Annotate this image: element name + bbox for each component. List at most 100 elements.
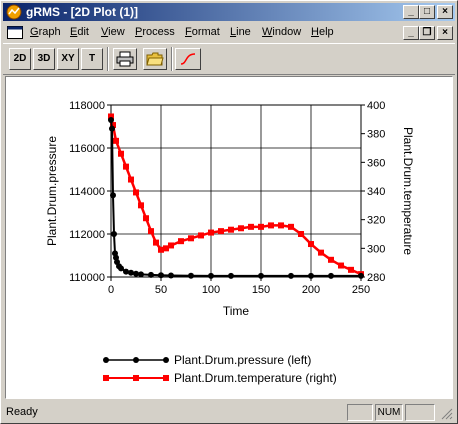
x-axis-label: Time	[223, 304, 250, 318]
pressure-point	[128, 269, 134, 276]
temperature-point	[143, 215, 149, 222]
toolbar: 2D 3D XY T	[3, 43, 455, 75]
status-num: NUM	[375, 404, 403, 421]
temperature-point	[318, 249, 324, 256]
pressure-point	[111, 231, 117, 237]
menu-process[interactable]: Process	[135, 26, 175, 38]
grms-app-icon	[6, 4, 22, 20]
chart[interactable]: 0 50 100 150 200 250 110000 112000 114000 116000 1…	[6, 77, 452, 398]
pressure-point	[168, 272, 174, 279]
print-button[interactable]	[113, 48, 137, 70]
xy-button[interactable]: XY	[57, 48, 79, 70]
x-tick-label: 150	[252, 284, 270, 296]
temperature-point	[148, 228, 154, 235]
pressure-point	[108, 117, 114, 124]
temperature-point	[348, 266, 354, 273]
document-icon[interactable]	[7, 26, 23, 39]
pressure-point	[123, 268, 129, 275]
resize-grip-icon[interactable]	[441, 408, 453, 420]
y-left-tick-label: 114000	[69, 186, 105, 198]
temperature-point	[138, 202, 144, 209]
open-folder-icon	[146, 52, 164, 66]
legend-pressure-marker	[103, 357, 109, 363]
temperature-point	[338, 262, 344, 269]
menu-bar: Graph Edit View Process Format Line Wind…	[3, 23, 455, 42]
menu-graph[interactable]: Graph	[30, 26, 61, 38]
y-left-tick-label: 112000	[69, 229, 105, 241]
x-tick-label: 100	[202, 284, 220, 296]
y-right-tick-label: 280	[367, 272, 385, 284]
x-tick-label: 0	[108, 284, 114, 296]
menu-window[interactable]: Window	[262, 26, 302, 38]
temperature-point	[298, 231, 304, 237]
temperature-point	[118, 150, 124, 157]
plot-area[interactable]: 0 50 100 150 200 250 110000 112000 114000 116000 1…	[5, 76, 453, 399]
temperature-point	[258, 223, 264, 230]
menu-help[interactable]: Help	[311, 26, 334, 38]
temperature-point	[163, 245, 169, 252]
temperature-point	[248, 223, 254, 230]
menu-format[interactable]: Format	[185, 26, 220, 38]
temperature-point	[218, 228, 224, 235]
x-tick-label: 250	[352, 284, 370, 296]
curve-button[interactable]	[175, 48, 201, 70]
legend-pressure-marker	[133, 357, 139, 363]
minimize-button[interactable]: _	[403, 5, 419, 19]
y-right-tick-label: 380	[367, 129, 385, 141]
temperature-point	[278, 222, 284, 229]
status-bar: Ready NUM	[3, 402, 455, 422]
open-button[interactable]	[143, 48, 167, 70]
menu-view[interactable]: View	[101, 26, 125, 38]
status-pane-blank	[347, 404, 373, 421]
legend-pressure-label: Plant.Drum.pressure (left)	[174, 353, 311, 367]
title-bar[interactable]: gRMS - [2D Plot (1)] _ □ ×	[3, 3, 455, 21]
y-right-tick-label: 400	[367, 100, 385, 112]
temperature-point	[153, 239, 159, 246]
3d-button[interactable]: 3D	[33, 48, 55, 70]
pressure-point	[188, 272, 194, 279]
2d-button[interactable]: 2D	[9, 48, 31, 70]
y-right-axis-label: Plant.Drum.temperature	[401, 127, 415, 255]
printer-icon	[116, 51, 134, 67]
t-button[interactable]: T	[81, 48, 103, 70]
x-tick-label: 50	[155, 284, 167, 296]
mdi-minimize-button[interactable]: _	[403, 26, 419, 40]
legend-temperature-marker	[133, 375, 139, 381]
pressure-point	[228, 272, 234, 279]
mdi-close-button[interactable]: ×	[437, 26, 453, 40]
pressure-point	[358, 272, 364, 279]
y-right-tick-label: 340	[367, 186, 385, 198]
y-left-tick-label: 116000	[69, 143, 105, 155]
pressure-point	[118, 265, 124, 272]
status-text: Ready	[6, 406, 38, 418]
pressure-point	[158, 272, 164, 279]
close-button[interactable]: ×	[437, 5, 453, 19]
temperature-point	[198, 232, 204, 239]
temperature-point	[168, 242, 174, 249]
toolbar-separator	[107, 47, 109, 71]
pressure-point	[258, 272, 264, 279]
legend-temperature-label: Plant.Drum.temperature (right)	[174, 371, 337, 385]
mdi-restore-button[interactable]: ❐	[419, 26, 435, 40]
menu-edit[interactable]: Edit	[70, 26, 89, 38]
pressure-point	[109, 125, 115, 132]
status-pane-empty	[405, 404, 435, 421]
legend-pressure-marker	[163, 357, 169, 363]
y-left-axis-label: Plant.Drum.pressure	[45, 136, 59, 246]
pressure-point	[133, 270, 139, 277]
y-left-tick-label: 110000	[69, 272, 105, 284]
menu-line[interactable]: Line	[230, 26, 251, 38]
pressure-point	[138, 271, 144, 278]
toolbar-separator-2	[171, 47, 173, 71]
maximize-button[interactable]: □	[419, 5, 435, 19]
temperature-point	[113, 137, 119, 144]
pressure-point	[328, 272, 334, 279]
temperature-point	[188, 235, 194, 242]
temperature-point	[123, 163, 129, 170]
pressure-point	[288, 272, 294, 279]
temperature-point	[238, 225, 244, 232]
y-right-tick-label: 360	[367, 157, 385, 169]
y-right-tick-label: 320	[367, 215, 385, 227]
y-left-tick-label: 118000	[69, 100, 105, 112]
